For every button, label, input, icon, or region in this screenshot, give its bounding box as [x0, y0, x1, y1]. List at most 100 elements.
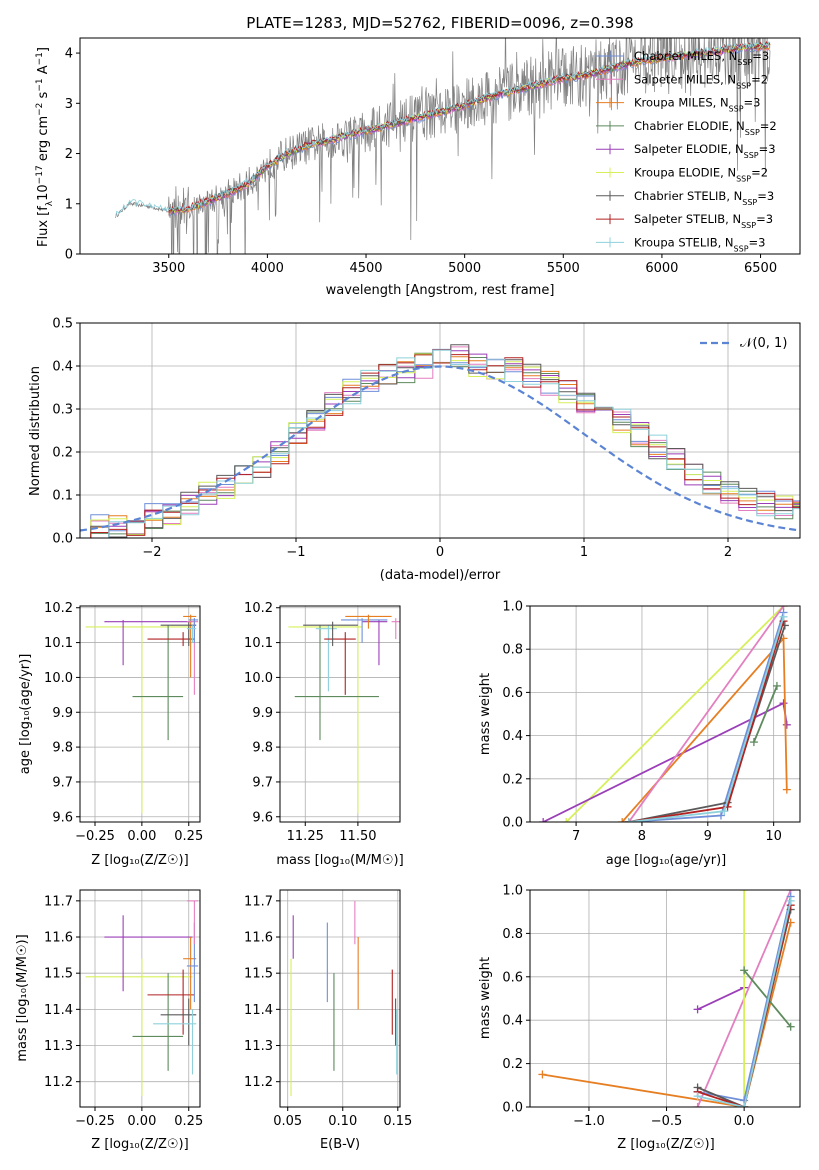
- age-mass-ytick-label: 10.2: [244, 601, 273, 616]
- age-mass-ytick-label: 9.6: [252, 810, 273, 825]
- mw-age-xlabel: age [log₁₀(age/yr)]: [606, 853, 727, 868]
- spectrum-ytick-label: 2: [65, 147, 73, 162]
- age-mass-ytick-label: 10.0: [244, 671, 273, 686]
- mw-age-marker-kr_stelib: [624, 818, 633, 822]
- mass-z-ytick-label: 11.7: [44, 894, 73, 909]
- mass-vs-ebv-panel: E(B-V) 0.05 0.10 0.15 11.2 11.3 11.4 11.5 11.6 1…: [244, 889, 412, 1152]
- residuals-plot-area: [80, 344, 800, 538]
- mw-z-ylabel: mass weight: [478, 957, 493, 1039]
- age-z-ylabel: age [log₁₀(age/yr)]: [18, 654, 33, 775]
- mass-z-xlabel: Z [log₁₀(Z/Z☉)]: [91, 1137, 188, 1152]
- mass-z-errorbar-cb_stelib: [160, 998, 197, 1046]
- age-z-errorbar-cb_elodie: [132, 625, 184, 741]
- legend-entry-cb_miles: Chabrier MILES, NSSP=3: [596, 49, 769, 67]
- age-mass-errorbar-kr_stelib: [315, 625, 337, 692]
- age-mass-errorbar-sp_miles: [391, 618, 400, 640]
- age-z-xtick-label: 0.00: [127, 829, 156, 844]
- mw-age-xtick-label: 7: [572, 829, 580, 844]
- residuals-xtick-label: 0: [436, 545, 444, 560]
- mw-age-frame: [529, 605, 801, 823]
- mw-age-ylabel: mass weight: [478, 673, 493, 755]
- residuals-ytick-label: 0.3: [52, 403, 73, 418]
- age-mass-errorbar-kr_miles: [345, 614, 392, 629]
- legend-entry-kr_miles: Kroupa MILES, NSSP=3: [596, 96, 760, 114]
- mw-z-line-kr_miles: [542, 922, 792, 1107]
- mw-z-plot-area: [538, 890, 795, 1107]
- mw-z-xtick-label: −0.5: [651, 1114, 683, 1129]
- mw-age-xtick-label: 9: [704, 829, 712, 844]
- age-mass-xtick-label: 11.50: [339, 829, 376, 844]
- mw-z-ytick-label: 1.0: [502, 884, 523, 899]
- mass-z-plot-area: [85, 900, 199, 1097]
- age-z-ytick-label: 9.6: [52, 810, 73, 825]
- mass-z-errorbar-kr_stelib: [153, 1009, 197, 1075]
- mw-z-marker-kr_elodie: [740, 890, 749, 894]
- residuals-legend: 𝒩(0, 1): [700, 336, 787, 351]
- mass-z-frame: [79, 889, 201, 1108]
- mass-weight-vs-metallicity-panel: Z [log₁₀(Z/Z☉)] mass weight −1.0 −0.5 0.0 0…: [478, 884, 801, 1152]
- spectrum-xtick-label: 6500: [744, 261, 777, 276]
- residuals-xtick-label: 2: [724, 545, 732, 560]
- mw-z-xtick-label: −1.0: [573, 1114, 605, 1129]
- mw-age-line-cb_elodie: [753, 685, 778, 743]
- mass-ebv-ytick-label: 11.7: [244, 894, 273, 909]
- mw-age-marker-cb_elodie: [749, 738, 758, 747]
- mw-z-xlabel: Z [log₁₀(Z/Z☉)]: [617, 1137, 714, 1152]
- legend-entry-sp_elodie: Salpeter ELODIE, NSSP=3: [596, 142, 776, 160]
- age-mass-errorbar-cb_elodie: [294, 625, 379, 741]
- age-z-ytick-label: 10.0: [44, 671, 73, 686]
- age-z-errorbar-cb_stelib: [160, 621, 197, 647]
- mw-z-marker-kr_stelib: [740, 1103, 749, 1107]
- mw-z-marker-kr_stelib: [786, 896, 795, 905]
- mass-z-xtick-label: −0.25: [75, 1114, 115, 1129]
- mw-age-line-sp_miles: [628, 606, 785, 822]
- histogram-sp_elodie: [80, 349, 800, 538]
- spectrum-xtick-label: 6000: [645, 261, 678, 276]
- legend-label: Kroupa MILES, NSSP=3: [634, 96, 760, 114]
- legend-label: Salpeter STELIB, NSSP=3: [634, 212, 773, 230]
- spectrum-ylabel: Flux [fλ10−17 erg cm−2 s−1 A−1]: [35, 47, 55, 247]
- spectrum-plot-area: [115, 38, 771, 254]
- mw-age-line-sp_stelib: [628, 620, 785, 822]
- mass-ebv-frame: [279, 889, 401, 1108]
- observed-spectrum-line: [115, 38, 771, 254]
- age-mass-plot-area: [288, 614, 400, 814]
- mw-age-plot-area: [539, 606, 791, 822]
- mw-z-ytick-label: 0.6: [502, 970, 523, 985]
- spectrum-panel: PLATE=1283, MJD=52762, FIBERID=0096, z=0…: [35, 14, 801, 298]
- mw-z-ytick-label: 0.2: [502, 1057, 523, 1072]
- legend-label: Chabrier STELIB, NSSP=3: [634, 189, 774, 207]
- mw-z-marker-sp_miles: [693, 1103, 702, 1107]
- mw-age-marker-sp_elodie: [782, 720, 791, 729]
- mw-z-line-kr_stelib: [697, 900, 792, 1107]
- mw-age-marker-kr_elodie: [562, 818, 571, 822]
- spectrum-ytick-label: 4: [65, 47, 73, 62]
- mass-z-ytick-label: 11.6: [44, 931, 73, 946]
- mass-weight-vs-age-panel: age [log₁₀(age/yr)] mass weight 7 8 9 10 0.0…: [478, 600, 801, 868]
- mass-z-errorbar-sp_stelib: [147, 969, 195, 1035]
- mw-age-marker-sp_elodie: [539, 818, 548, 822]
- spectrum-xtick-label: 5500: [547, 261, 580, 276]
- histogram-cb_elodie: [80, 352, 800, 538]
- legend-label: Kroupa ELODIE, NSSP=2: [634, 166, 768, 184]
- mw-z-line-sp_elodie: [697, 986, 745, 1011]
- mass-z-ytick-label: 11.2: [44, 1075, 73, 1090]
- age-z-errorbar-kr_stelib: [186, 625, 197, 643]
- mass-ebv-xtick-label: 0.15: [383, 1114, 412, 1129]
- residuals-ytick-label: 0.0: [52, 532, 73, 547]
- legend-label: Chabrier MILES, NSSP=3: [634, 49, 769, 67]
- mw-age-ytick-label: 0.6: [502, 686, 523, 701]
- mass-z-ytick-label: 11.4: [44, 1003, 73, 1018]
- age-z-plot-area: [85, 614, 199, 814]
- mass-ebv-ytick-label: 11.3: [244, 1039, 273, 1054]
- mass-ebv-ytick-label: 11.4: [244, 1003, 273, 1018]
- spectrum-ytick-label: 3: [65, 97, 73, 112]
- legend-entry-cb_elodie: Chabrier ELODIE, NSSP=2: [596, 119, 777, 136]
- age-mass-xlabel: mass [log₁₀(M/M☉)]: [276, 853, 403, 868]
- mw-z-ytick-label: 0.0: [502, 1101, 523, 1116]
- mw-age-line-kr_miles: [621, 636, 788, 822]
- mw-age-ytick-label: 0.0: [502, 816, 523, 831]
- age-z-ytick-label: 9.8: [52, 741, 73, 756]
- age-z-frame: [79, 605, 201, 823]
